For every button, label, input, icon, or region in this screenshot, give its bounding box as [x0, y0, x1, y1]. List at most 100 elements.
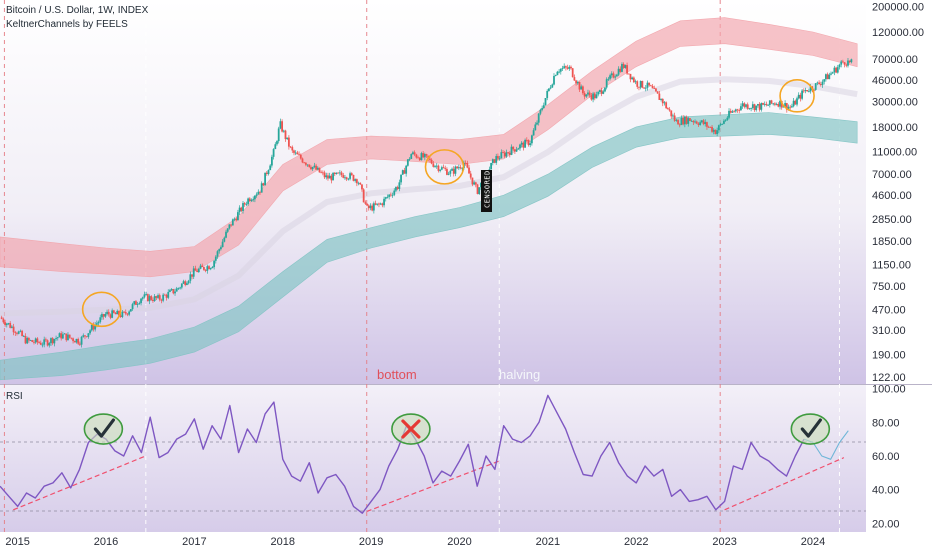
candle-down [573, 77, 576, 81]
candle-down [378, 203, 380, 205]
candle-down [184, 281, 187, 285]
candle-up [22, 335, 25, 337]
candle-down [248, 198, 251, 202]
candle-up [257, 191, 260, 195]
candle-up [519, 144, 521, 149]
candle-up [536, 122, 538, 125]
price-tick-label: 1150.00 [872, 260, 911, 272]
indicator-label: KeltnerChannels by FEELS [6, 19, 128, 30]
candle-down [165, 294, 168, 298]
candle-up [306, 164, 309, 166]
candle-up [490, 162, 493, 170]
candle-up [439, 169, 442, 171]
candle-down [707, 126, 710, 128]
candle-up [587, 92, 589, 95]
candle-down [474, 182, 477, 185]
candle-up [828, 74, 831, 80]
candle-up [131, 304, 134, 310]
candle-up [534, 124, 537, 131]
candle-down [92, 324, 95, 330]
candle-down [299, 154, 302, 159]
candle-up [347, 178, 350, 180]
candle-down [65, 333, 68, 341]
candle-down [359, 182, 362, 185]
candle-up [624, 65, 627, 68]
candle-up [129, 309, 132, 312]
candle-down [706, 122, 708, 127]
time-tick-label: 2017 [182, 536, 206, 548]
candle-up [607, 78, 610, 80]
candle-down [459, 167, 462, 169]
candle-up [182, 281, 185, 284]
candle-down [743, 103, 746, 107]
candle-up [192, 268, 195, 277]
candle-up [104, 314, 107, 317]
candle-down [366, 203, 368, 206]
price-tick-label: 1850.00 [872, 236, 912, 248]
candle-down [36, 338, 39, 343]
candle-down [629, 73, 632, 80]
candle-up [254, 195, 256, 200]
candle-down [201, 265, 204, 268]
candle-up [174, 291, 176, 294]
candle-up [48, 343, 51, 346]
candle-up [316, 167, 319, 170]
keltner-mid-path [0, 76, 858, 317]
candle-down [564, 66, 567, 68]
candle-up [143, 294, 146, 298]
price-axis-ticks: 200000.00 120000.00 70000.00 46000.00 30000.… [872, 1, 924, 383]
candle-up [141, 297, 144, 299]
candle-up [53, 338, 56, 344]
candle-down [21, 330, 23, 336]
candle-up [726, 117, 729, 120]
candle-up [41, 344, 44, 346]
candle-down [590, 95, 593, 100]
keltner-upper-area [0, 17, 858, 278]
candle-up [106, 311, 108, 315]
candle-down [126, 313, 129, 315]
time-tick-label: 2021 [536, 536, 560, 548]
axis-panel-bg [866, 0, 932, 550]
candle-up [551, 84, 554, 88]
candle-down [456, 166, 459, 169]
candle-up [745, 104, 747, 107]
candle-down [158, 295, 161, 300]
rsi-trendline [724, 457, 845, 511]
candle-down [318, 167, 321, 173]
candle-down [677, 120, 679, 125]
candle-down [355, 179, 358, 184]
candle-up [712, 129, 715, 132]
candle-down [758, 103, 761, 110]
candle-up [277, 128, 280, 142]
candle-down [525, 139, 528, 141]
candle-up [748, 108, 751, 110]
candle-up [680, 117, 683, 125]
candle-down [826, 74, 829, 80]
rsi-tick-label: 40.00 [872, 485, 900, 497]
candle-up [294, 152, 297, 154]
candle-up [180, 283, 183, 288]
candle-up [80, 336, 83, 345]
candle-down [502, 152, 504, 153]
candle-down [4, 322, 6, 326]
censored-text: CENSORED [484, 170, 492, 208]
candle-up [384, 197, 387, 199]
marker-circle [83, 413, 124, 445]
candle-down [281, 121, 283, 132]
candle-up [592, 93, 594, 100]
candle-up [836, 67, 839, 73]
candle-down [638, 86, 640, 88]
candle-up [554, 75, 557, 77]
candle-up [338, 172, 341, 174]
candle-down [794, 100, 797, 105]
candle-down [733, 111, 736, 113]
candle-up [480, 182, 482, 188]
candle-up [598, 90, 601, 92]
candle-up [97, 321, 100, 324]
candle-down [692, 120, 695, 123]
candle-up [276, 141, 278, 145]
candle-down [415, 154, 418, 158]
price-tick-label: 2850.00 [872, 214, 912, 226]
candle-down [289, 146, 292, 148]
candle-down [350, 173, 353, 175]
